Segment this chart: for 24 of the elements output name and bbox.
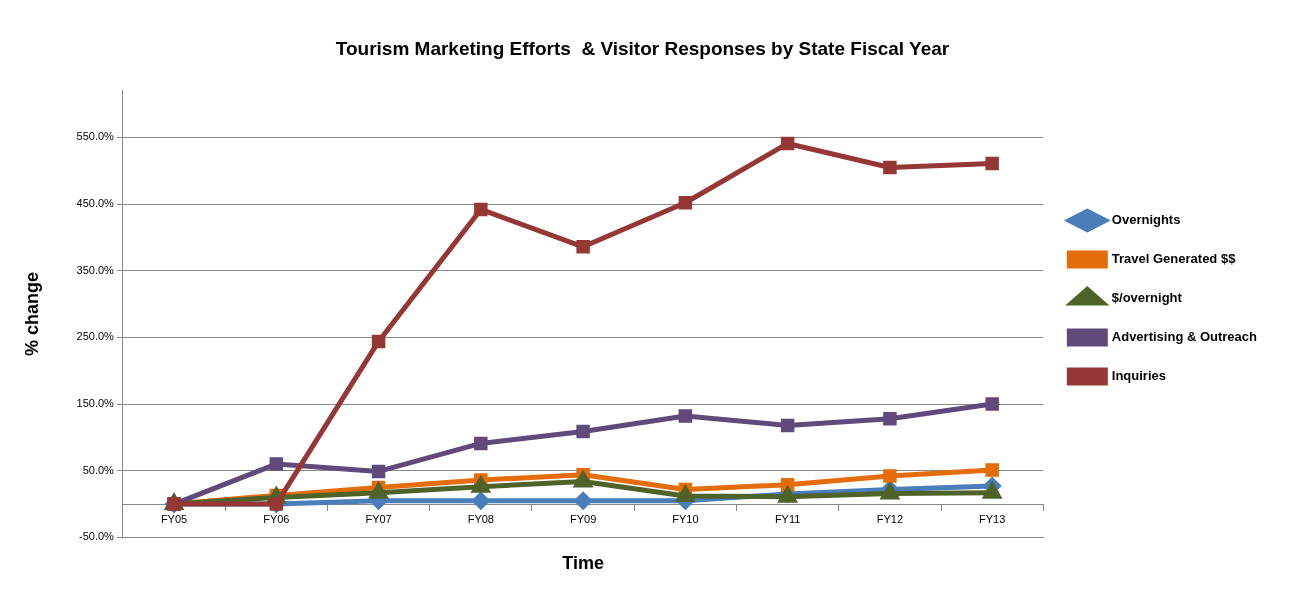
y-tick-label: 450.0% [76, 197, 115, 210]
legend-label: $/overnight [1111, 290, 1183, 306]
y-tick-label: 350.0% [76, 263, 115, 276]
legend-label: Overnights [1111, 212, 1181, 228]
x-tick-label: FY08 [467, 512, 494, 525]
x-tick-label: FY13 [979, 512, 1006, 525]
y-axis-title: % change [21, 272, 42, 357]
x-tick-label: FY07 [365, 512, 392, 525]
legend-label: Inquiries [1111, 368, 1166, 384]
legend-label: Advertising & Outreach [1111, 329, 1258, 345]
y-tick-label: 250.0% [76, 330, 115, 343]
x-tick-label: FY09 [569, 512, 597, 525]
x-tick-label: FY05 [160, 512, 188, 525]
chart-title: Tourism Marketing Efforts & Visitor Responses by State Fiscal Year [335, 37, 950, 59]
y-tick-label: -50.0% [79, 530, 115, 543]
x-tick-label: FY06 [263, 512, 290, 525]
x-tick-label: FY12 [876, 512, 904, 525]
x-axis-title: Time [562, 553, 604, 574]
legend-label: Travel Generated $$ [1111, 251, 1237, 267]
y-tick-label: 150.0% [76, 397, 115, 410]
y-tick-label: 550.0% [76, 130, 115, 143]
y-tick-label: 50.0% [82, 463, 115, 476]
x-tick-label: FY10 [672, 512, 699, 525]
x-tick-label: FY11 [774, 512, 801, 525]
